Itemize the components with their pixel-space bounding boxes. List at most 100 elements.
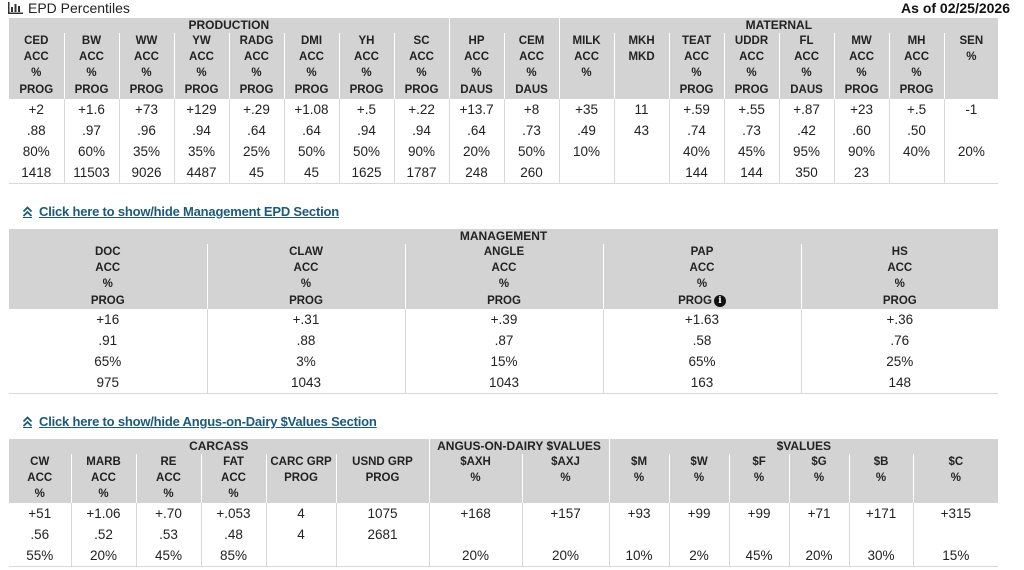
group-maternal: MATERNAL (559, 18, 999, 33)
table-cell: 20% (70, 545, 136, 567)
header-line: PROG (882, 294, 917, 307)
column-header: MILK ACC% (558, 33, 615, 99)
column-header: SEN% (943, 33, 999, 99)
table-row: 55% 20% 45% 85% 20% 20% 10% 2% 45% 20% 30% 15% (9, 545, 999, 567)
column-header: HS ACC% PROG (800, 244, 999, 309)
header-line: ACC (91, 472, 116, 485)
table-cell: .60 (833, 120, 890, 141)
group-management: MANAGEMENT (9, 229, 999, 244)
header-line: DMI (300, 35, 323, 47)
table-row: 65% 3% 15% 65% 25% (9, 351, 999, 372)
table-cell: 148 (800, 372, 999, 394)
table-cell: .52 (70, 524, 136, 545)
table-cell: 10% (608, 545, 670, 567)
info-icon[interactable]: i (713, 294, 726, 307)
column-header: $C% (912, 454, 999, 503)
table-cell: 45% (723, 141, 780, 162)
header-line: MKD (628, 51, 655, 64)
column-header: $F% (728, 454, 790, 503)
header-line: ACC (134, 51, 159, 64)
header-line: DAUS (790, 83, 823, 96)
header-line: HS (891, 246, 908, 258)
column-header: YH ACC% PROG (338, 33, 394, 99)
header-line: ANGLE (483, 246, 525, 258)
table-cell: 1625 (338, 162, 394, 184)
header-line: PROG (129, 83, 164, 96)
table-cell: 45% (728, 545, 790, 567)
table-cell: +71 (788, 503, 850, 524)
table-cell: 3% (206, 351, 405, 372)
column-header: WW ACC% PROG (118, 33, 174, 99)
table-cell (558, 162, 615, 184)
as-of-date: As of 02/25/2026 (901, 0, 1010, 16)
header-line: TEAT (681, 35, 712, 47)
header-line: ACC (491, 262, 517, 275)
table-cell: +35 (558, 99, 615, 120)
table-cell (335, 545, 430, 567)
header-line-with-info: PROG i (604, 293, 801, 309)
header-line: FAT (223, 456, 244, 468)
table-cell: 85% (200, 545, 266, 567)
column-header: BW ACC% PROG (63, 33, 119, 99)
header-line: ACC (409, 51, 434, 64)
table-cell (912, 524, 999, 545)
bar-chart-icon (8, 2, 23, 14)
header-line: % (31, 67, 42, 80)
table-row: .56 .52.53.48 4 2681 (9, 524, 999, 545)
header-line: DAUS (460, 83, 493, 96)
group-spacer (448, 18, 560, 33)
table-cell: .87 (404, 330, 603, 351)
table-cell: .94 (338, 120, 394, 141)
table-cell: .76 (800, 330, 999, 351)
table-cell (728, 524, 790, 545)
column-header: FL ACC% DAUS (778, 33, 835, 99)
header-line: % (801, 67, 812, 80)
table-cell (521, 524, 610, 545)
header-line: % (416, 67, 427, 80)
table-cell: 45 (228, 162, 284, 184)
header-line: % (633, 472, 645, 485)
table-cell: 20% (448, 141, 505, 162)
column-header: YW ACC% PROG (173, 33, 229, 99)
dairy-toggle-link[interactable]: Click here to show/hide Angus-on-Dairy $… (22, 414, 377, 429)
table-cell: +315 (912, 503, 999, 524)
table-row: +16 +.31 +.39 +1.63 +.36 (9, 309, 999, 330)
header-line: MH (907, 35, 926, 47)
header-line: SC (413, 35, 430, 47)
table-cell: +.39 (404, 309, 603, 330)
dairy-toggle-label[interactable]: Click here to show/hide Angus-on-Dairy $… (39, 414, 377, 429)
table-cell: +1.63 (602, 309, 801, 330)
management-toggle-link[interactable]: Click here to show/hide Management EPD S… (22, 204, 339, 219)
header-line: % (746, 67, 757, 80)
column-header: CLAW ACC% PROG (206, 244, 405, 309)
column-header: $AXJ% (521, 454, 610, 503)
header-line: PROG (365, 472, 400, 485)
table-cell: 248 (448, 162, 505, 184)
table-row: +2 +1.6 +73 +129 +.29 +1.08 +.5 +.22 +13.7 +8 +35 1… (9, 99, 999, 120)
header-line: PROG (90, 294, 125, 307)
header-line: ACC (354, 51, 379, 64)
management-toggle-label[interactable]: Click here to show/hide Management EPD S… (39, 204, 339, 219)
header-line: CEM (518, 35, 545, 47)
table-row: .91 .88.87.58.76 (9, 330, 999, 351)
table-cell: 45% (135, 545, 201, 567)
header-line: % (98, 488, 109, 501)
table-cell: +.59 (668, 99, 725, 120)
table-cell: 163 (602, 372, 801, 394)
column-header: CEM ACC% DAUS (503, 33, 560, 99)
header-line: ACC (221, 472, 246, 485)
table-cell: -1 (943, 99, 999, 120)
header-line: ACC (689, 262, 715, 275)
header-line: RE (160, 456, 177, 468)
table-cell: 65% (94, 354, 122, 369)
header-line: % (950, 472, 961, 485)
group-values: $VALUES (609, 439, 999, 454)
table-cell: 20% (943, 141, 999, 162)
column-header: $M% (608, 454, 670, 503)
table-cell: +99 (728, 503, 790, 524)
table-cell: 90% (393, 141, 450, 162)
column-header: MKH MKD (613, 33, 670, 99)
header-line: ACC (189, 51, 214, 64)
header-line: $C (948, 456, 964, 468)
header-line: % (813, 472, 825, 485)
